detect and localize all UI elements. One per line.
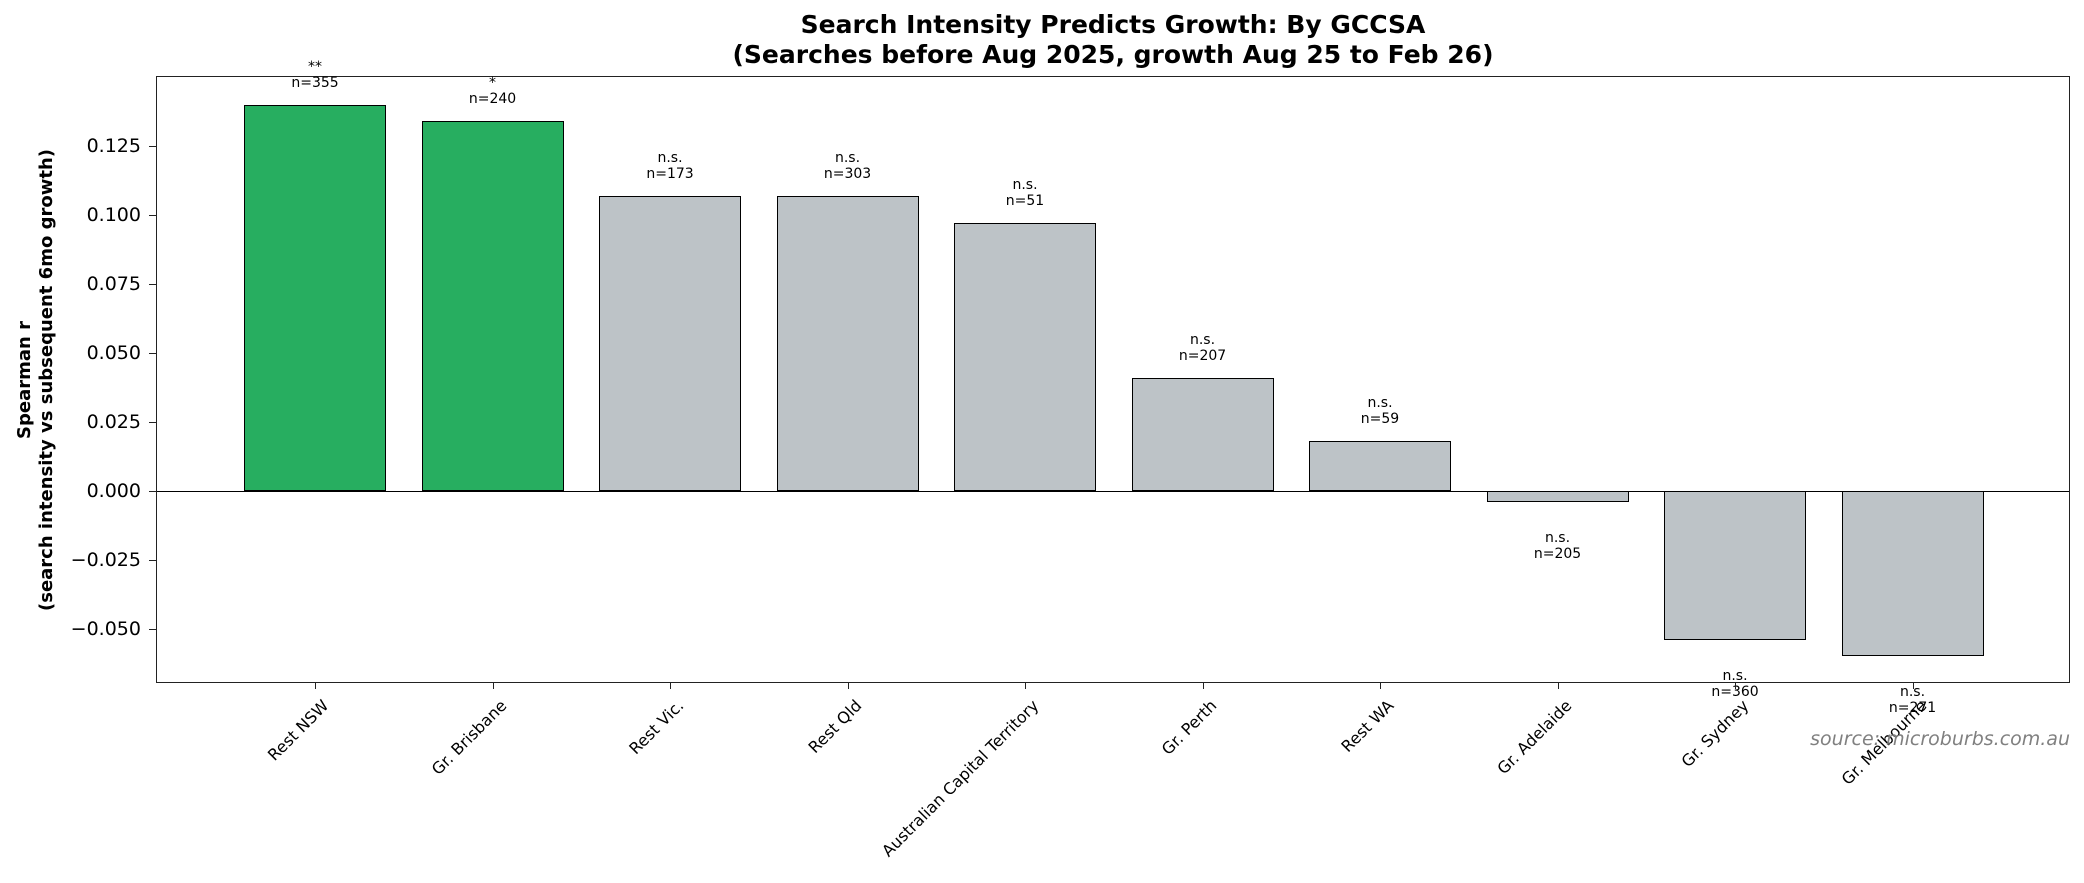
x-tick [492,682,494,689]
x-tick [670,682,671,689]
bar [776,195,919,491]
bar-annotation: * n=240 [468,75,517,108]
y-tick [149,490,157,492]
y-axis-label: Spearman r (search intensity vs subseque… [14,80,58,680]
y-tick [149,559,157,561]
bar-annotation: n.s. n=51 [1005,177,1045,210]
x-tick [1202,682,1204,689]
bar-annotation: n.s. n=207 [1178,331,1227,364]
y-tick [149,214,157,216]
y-tick [149,352,157,354]
x-tick [1025,682,1026,689]
bar [599,195,741,491]
bar [1309,441,1451,491]
x-tick [1557,682,1559,689]
bar-annotation: n.s. n=205 [1533,529,1582,562]
bar [1841,490,1984,657]
y-tick-label: 0.050 [86,341,141,364]
y-tick-label: 0.100 [86,203,141,226]
bar [1131,377,1274,491]
x-tick [315,682,316,689]
y-tick-label: −0.050 [70,617,141,640]
bar-annotation: n.s. n=360 [1711,667,1759,700]
y-tick [149,421,157,423]
x-tick [847,682,849,689]
x-tick [1380,682,1381,689]
y-tick-label: 0.075 [86,272,141,295]
source-credit: source: microburbs.com.au [1810,728,2070,750]
x-tick-label: Rest NSW [263,696,333,765]
y-axis-label-line2: (search intensity vs subsequent 6mo grow… [36,149,57,611]
bar [1664,490,1806,640]
x-tick-label: Rest Vic. [625,696,688,759]
x-tick-label: Gr. Sydney [1677,696,1753,771]
y-tick-label: −0.025 [70,548,141,571]
x-tick-label: Gr. Brisbane [427,696,510,779]
bar-annotation: n.s. n=303 [823,149,872,182]
x-tick-label: Rest WA [1337,696,1398,756]
bar [954,223,1096,491]
bar-annotation: n.s. n=173 [646,149,694,182]
x-tick-label: Gr. Perth [1157,696,1220,759]
zero-reference-line [157,490,2069,492]
y-tick-label: 0.000 [86,479,141,502]
y-tick [149,283,157,285]
x-tick-label: Australian Capital Territory [878,696,1043,861]
chart-title-line1: Search Intensity Predicts Growth: By GCC… [800,10,1426,39]
y-axis-label-line1: Spearman r [14,321,35,439]
y-tick-label: 0.125 [86,134,141,157]
y-tick-label: 0.025 [86,410,141,433]
bar-annotation: n.s. n=271 [1888,684,1937,717]
plot-area: −0.050 −0.025 0.000 0.025 0.050 0.075 0.100 0.1… [71,59,2070,860]
x-tick [1912,682,1914,689]
bar-annotation: n.s. n=59 [1360,395,1400,428]
y-tick [149,145,157,147]
bar [1486,490,1629,502]
bar [244,104,386,491]
x-tick-label: Gr. Adelaide [1492,696,1575,779]
chart-title-line2: (Searches before Aug 2025, growth Aug 25… [732,40,1494,69]
x-tick [1735,682,1736,689]
y-tick [149,628,157,630]
x-tick-label: Rest Qld [804,696,865,757]
bar [421,121,564,491]
bar-annotation: ** n=355 [291,58,339,91]
